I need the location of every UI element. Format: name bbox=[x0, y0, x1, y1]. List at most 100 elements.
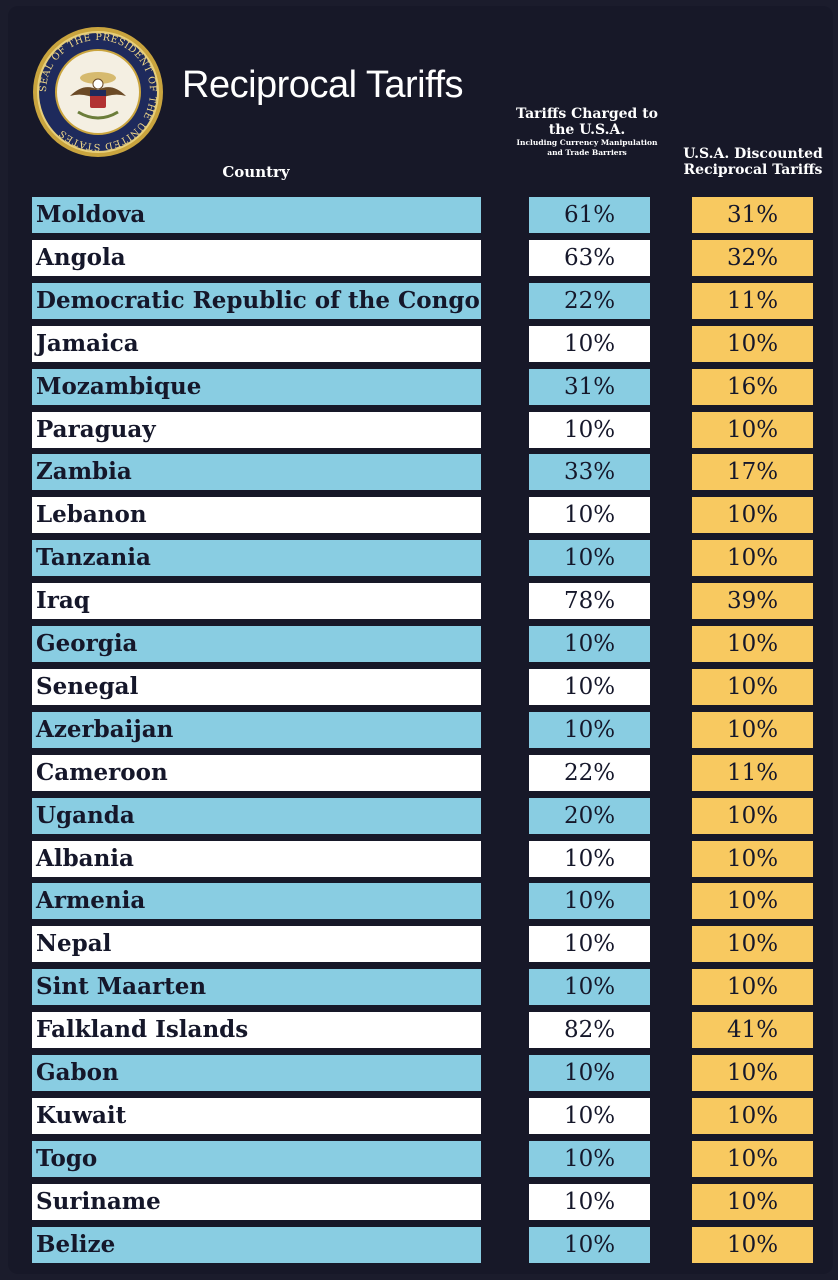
discounted-tariff-cell: 10% bbox=[692, 626, 813, 662]
tariff-charged-cell: 61% bbox=[529, 197, 650, 233]
discounted-tariff-cell: 10% bbox=[692, 540, 813, 577]
country-cell: Suriname bbox=[32, 1183, 481, 1220]
discounted-tariff-cell: 11% bbox=[692, 754, 813, 791]
country-cell: Tanzania bbox=[32, 540, 481, 577]
table-row: Zambia 33% 17% bbox=[0, 454, 838, 491]
tariff-charged-cell: 10% bbox=[529, 325, 650, 362]
country-cell: Jamaica bbox=[32, 325, 481, 362]
table-row: Tanzania 10% 10% bbox=[0, 540, 838, 577]
header-country: Country bbox=[222, 163, 290, 181]
country-cell: Togo bbox=[32, 1140, 481, 1177]
country-cell: Senegal bbox=[32, 668, 481, 705]
tariff-charged-cell: 10% bbox=[529, 711, 650, 748]
table-row: Suriname 10% 10% bbox=[0, 1183, 838, 1220]
discounted-tariff-cell: 10% bbox=[692, 711, 813, 748]
country-cell: Kuwait bbox=[32, 1097, 481, 1134]
country-cell: Gabon bbox=[32, 1055, 481, 1091]
discounted-tariff-cell: 32% bbox=[692, 239, 813, 276]
tariff-charged-cell: 63% bbox=[529, 239, 650, 276]
discounted-tariff-cell: 10% bbox=[692, 325, 813, 362]
header-tariffs-charged-sub: Including Currency Manipulation and Trad… bbox=[516, 138, 658, 157]
table-row: Togo 10% 10% bbox=[0, 1140, 838, 1177]
table-row: Lebanon 10% 10% bbox=[0, 497, 838, 534]
presidential-seal-icon: SEAL OF THE PRESIDENT OF THE UNITED STAT… bbox=[33, 27, 163, 157]
country-cell: Cameroon bbox=[32, 754, 481, 791]
discounted-tariff-cell: 10% bbox=[692, 883, 813, 920]
table-row: Sint Maarten 10% 10% bbox=[0, 969, 838, 1006]
discounted-tariff-cell: 39% bbox=[692, 583, 813, 620]
tariff-charged-cell: 10% bbox=[529, 540, 650, 577]
country-cell: Georgia bbox=[32, 626, 481, 662]
country-cell: Angola bbox=[32, 239, 481, 276]
tariff-charged-cell: 10% bbox=[529, 1226, 650, 1263]
discounted-tariff-cell: 17% bbox=[692, 454, 813, 491]
country-cell: Lebanon bbox=[32, 497, 481, 534]
discounted-tariff-cell: 10% bbox=[692, 1097, 813, 1134]
discounted-tariff-cell: 10% bbox=[692, 1183, 813, 1220]
tariff-charged-cell: 33% bbox=[529, 454, 650, 491]
country-cell: Sint Maarten bbox=[32, 969, 481, 1006]
table-row: Angola 63% 32% bbox=[0, 239, 838, 276]
country-cell: Uganda bbox=[32, 797, 481, 834]
table-row: Democratic Republic of the Congo 22% 11% bbox=[0, 282, 838, 319]
tariff-charged-cell: 10% bbox=[529, 1183, 650, 1220]
tariff-charged-cell: 10% bbox=[529, 1140, 650, 1177]
table-row: Belize 10% 10% bbox=[0, 1226, 838, 1263]
discounted-tariff-cell: 31% bbox=[692, 197, 813, 233]
tariff-charged-cell: 82% bbox=[529, 1012, 650, 1049]
tariff-charged-cell: 10% bbox=[529, 411, 650, 448]
table-row: Armenia 10% 10% bbox=[0, 883, 838, 920]
tariff-charged-cell: 10% bbox=[529, 840, 650, 877]
tariff-charged-cell: 10% bbox=[529, 926, 650, 963]
discounted-tariff-cell: 10% bbox=[692, 840, 813, 877]
table-row: Iraq 78% 39% bbox=[0, 583, 838, 620]
tariff-charged-cell: 10% bbox=[529, 969, 650, 1006]
country-cell: Falkland Islands bbox=[32, 1012, 481, 1049]
discounted-tariff-cell: 10% bbox=[692, 969, 813, 1006]
tariff-charged-cell: 10% bbox=[529, 883, 650, 920]
page-title: Reciprocal Tariffs bbox=[182, 64, 464, 106]
discounted-tariff-cell: 10% bbox=[692, 1226, 813, 1263]
header-discounted-tariffs: U.S.A. Discounted Reciprocal Tariffs bbox=[683, 146, 823, 179]
table-row: Cameroon 22% 11% bbox=[0, 754, 838, 791]
table-row: Senegal 10% 10% bbox=[0, 668, 838, 705]
discounted-tariff-cell: 11% bbox=[692, 282, 813, 319]
discounted-tariff-cell: 10% bbox=[692, 1140, 813, 1177]
country-cell: Azerbaijan bbox=[32, 711, 481, 748]
country-cell: Paraguay bbox=[32, 411, 481, 448]
table-row: Paraguay 10% 10% bbox=[0, 411, 838, 448]
tariff-charged-cell: 78% bbox=[529, 583, 650, 620]
country-cell: Mozambique bbox=[32, 368, 481, 405]
country-cell: Albania bbox=[32, 840, 481, 877]
table-row: Nepal 10% 10% bbox=[0, 926, 838, 963]
discounted-tariff-cell: 16% bbox=[692, 368, 813, 405]
country-cell: Moldova bbox=[32, 197, 481, 233]
header-tariffs-charged-main: Tariffs Charged to the U.S.A. bbox=[515, 106, 659, 139]
tariff-charged-cell: 10% bbox=[529, 626, 650, 662]
table-row: Georgia 10% 10% bbox=[0, 626, 838, 662]
discounted-tariff-cell: 10% bbox=[692, 926, 813, 963]
tariff-charged-cell: 10% bbox=[529, 497, 650, 534]
country-cell: Democratic Republic of the Congo bbox=[32, 282, 481, 319]
tariff-charged-cell: 22% bbox=[529, 754, 650, 791]
tariff-charged-cell: 31% bbox=[529, 368, 650, 405]
table-row: Falkland Islands 82% 41% bbox=[0, 1012, 838, 1049]
country-cell: Armenia bbox=[32, 883, 481, 920]
table-row: Albania 10% 10% bbox=[0, 840, 838, 877]
tariff-charged-cell: 22% bbox=[529, 282, 650, 319]
tariff-charged-cell: 10% bbox=[529, 1097, 650, 1134]
country-cell: Nepal bbox=[32, 926, 481, 963]
table-row: Azerbaijan 10% 10% bbox=[0, 711, 838, 748]
country-cell: Belize bbox=[32, 1226, 481, 1263]
table-row: Gabon 10% 10% bbox=[0, 1055, 838, 1091]
table-row: Kuwait 10% 10% bbox=[0, 1097, 838, 1134]
tariff-charged-cell: 10% bbox=[529, 668, 650, 705]
header-tariffs-charged: Tariffs Charged to the U.S.A. Including … bbox=[514, 106, 660, 157]
table-row: Jamaica 10% 10% bbox=[0, 325, 838, 362]
discounted-tariff-cell: 41% bbox=[692, 1012, 813, 1049]
discounted-tariff-cell: 10% bbox=[692, 668, 813, 705]
table-row: Mozambique 31% 16% bbox=[0, 368, 838, 405]
country-cell: Zambia bbox=[32, 454, 481, 491]
tariff-charged-cell: 10% bbox=[529, 1055, 650, 1091]
country-cell: Iraq bbox=[32, 583, 481, 620]
